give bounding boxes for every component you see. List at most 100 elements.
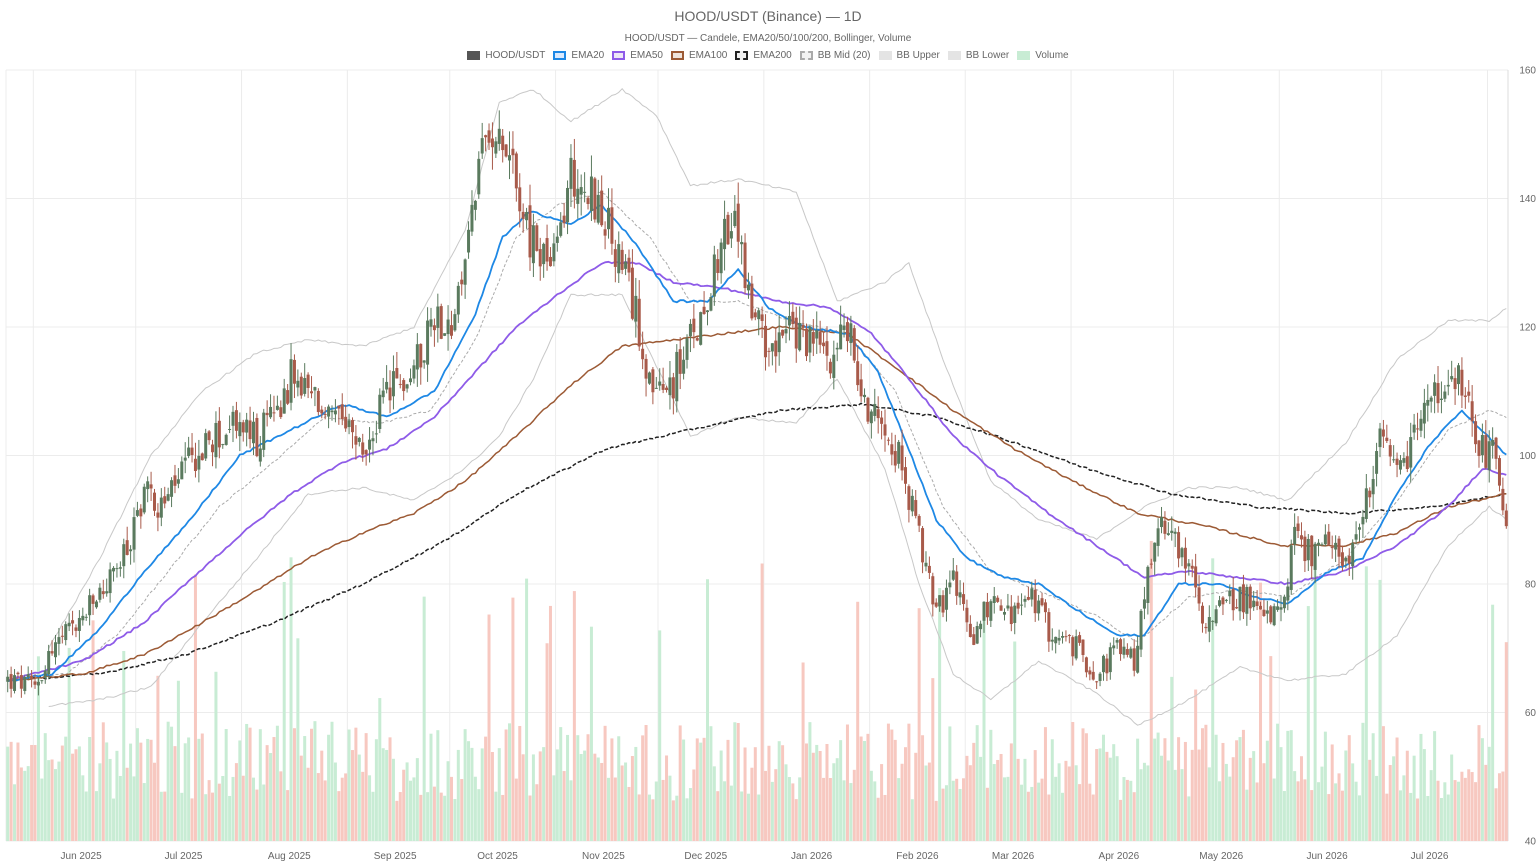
volume-bar — [30, 744, 34, 841]
candle-body — [1474, 421, 1478, 445]
legend-item[interactable]: EMA200 — [735, 50, 792, 61]
volume-bar — [774, 769, 778, 841]
candle-body — [241, 422, 245, 433]
volume-bar — [566, 734, 570, 841]
volume-bar — [1101, 734, 1105, 841]
candle-body — [1402, 458, 1406, 463]
volume-bar — [825, 744, 829, 841]
volume-bar — [767, 745, 771, 841]
candle-body — [514, 153, 518, 189]
candle-body — [1023, 598, 1027, 602]
volume-bar — [1344, 750, 1348, 841]
legend-item[interactable]: BB Mid (20) — [799, 50, 871, 61]
candle-body — [1224, 599, 1228, 601]
volume-bar — [299, 755, 303, 841]
candle-body — [1487, 441, 1491, 471]
volume-bar — [40, 778, 44, 841]
volume-bar — [1043, 727, 1047, 841]
volume-bar — [1310, 790, 1314, 841]
volume-bar — [282, 581, 286, 841]
volume-bar — [736, 723, 740, 841]
candle-body — [1047, 612, 1051, 642]
candle-body — [886, 439, 890, 441]
volume-bar — [1402, 775, 1406, 841]
volume-bar — [1160, 755, 1164, 841]
volume-bar — [1156, 732, 1160, 841]
volume-bar — [214, 671, 218, 841]
candle-body — [484, 135, 488, 138]
candle-body — [368, 439, 372, 450]
volume-bar — [333, 762, 337, 841]
volume-bar — [1398, 790, 1402, 841]
candle-body — [296, 380, 300, 388]
candle-body — [9, 674, 13, 689]
candle-body — [972, 634, 976, 645]
x-tick-label: Aug 2025 — [268, 851, 311, 862]
candle-body — [832, 354, 836, 378]
candle-body — [1166, 533, 1170, 536]
candle-body — [101, 591, 105, 595]
volume-bar — [941, 788, 945, 841]
candle-body — [753, 312, 757, 318]
volume-bar — [692, 769, 696, 841]
volume-bar — [388, 737, 392, 841]
volume-bar — [723, 781, 727, 841]
volume-bar — [518, 725, 522, 841]
candle-body — [1020, 604, 1024, 606]
volume-bar — [357, 754, 361, 841]
volume-bar — [36, 656, 40, 841]
candle-body — [129, 549, 133, 552]
volume-bar — [449, 776, 453, 841]
candle-body — [538, 249, 542, 267]
candle-body — [740, 241, 744, 245]
candle-body — [962, 594, 966, 605]
volume-bar — [716, 791, 720, 841]
candle-body — [1238, 586, 1242, 612]
candle-body — [139, 508, 143, 517]
legend-item[interactable]: Volume — [1017, 50, 1069, 61]
volume-bar — [876, 797, 880, 841]
candle-body — [197, 455, 201, 470]
volume-bar — [740, 791, 744, 841]
candle-body — [91, 595, 95, 604]
candle-body — [975, 626, 979, 644]
volume-bar — [832, 763, 836, 841]
candle-body — [1255, 601, 1259, 606]
candle-body — [47, 651, 51, 675]
candle-body — [422, 360, 426, 363]
legend-label: BB Lower — [965, 50, 1010, 61]
candle-body — [1433, 382, 1437, 396]
legend-item[interactable]: BB Lower — [947, 50, 1010, 61]
volume-bar — [508, 723, 512, 841]
x-tick-label: Jun 2025 — [61, 851, 103, 862]
candle-body — [1064, 636, 1068, 638]
volume-bar — [627, 786, 631, 841]
candle-body — [1142, 599, 1146, 609]
legend-item[interactable]: BB Upper — [878, 50, 940, 61]
legend-item[interactable]: EMA100 — [671, 50, 727, 61]
candle-body — [1265, 610, 1269, 614]
candle-body — [286, 390, 290, 404]
candle-body — [156, 512, 160, 518]
legend-item[interactable]: HOOD/USDT — [467, 50, 545, 61]
candle-body — [589, 176, 593, 212]
volume-bar — [914, 752, 918, 841]
volume-bar — [125, 767, 129, 841]
volume-bar — [139, 742, 143, 841]
legend-item[interactable]: EMA50 — [612, 50, 663, 61]
volume-bar — [907, 723, 911, 841]
volume-bar — [647, 794, 651, 841]
candle-body — [1074, 636, 1078, 659]
volume-bar — [477, 789, 481, 841]
volume-bar — [1136, 738, 1140, 841]
candle-body — [852, 328, 856, 361]
legend-item[interactable]: EMA20 — [553, 50, 604, 61]
candle-body — [849, 323, 853, 344]
y-tick-label: 40 — [1525, 837, 1536, 848]
candle-body — [706, 310, 710, 313]
candle-body — [412, 365, 416, 379]
volume-bar — [16, 742, 20, 841]
volume-bar — [170, 726, 174, 841]
candle-body — [794, 317, 798, 349]
legend-swatch — [671, 51, 684, 60]
